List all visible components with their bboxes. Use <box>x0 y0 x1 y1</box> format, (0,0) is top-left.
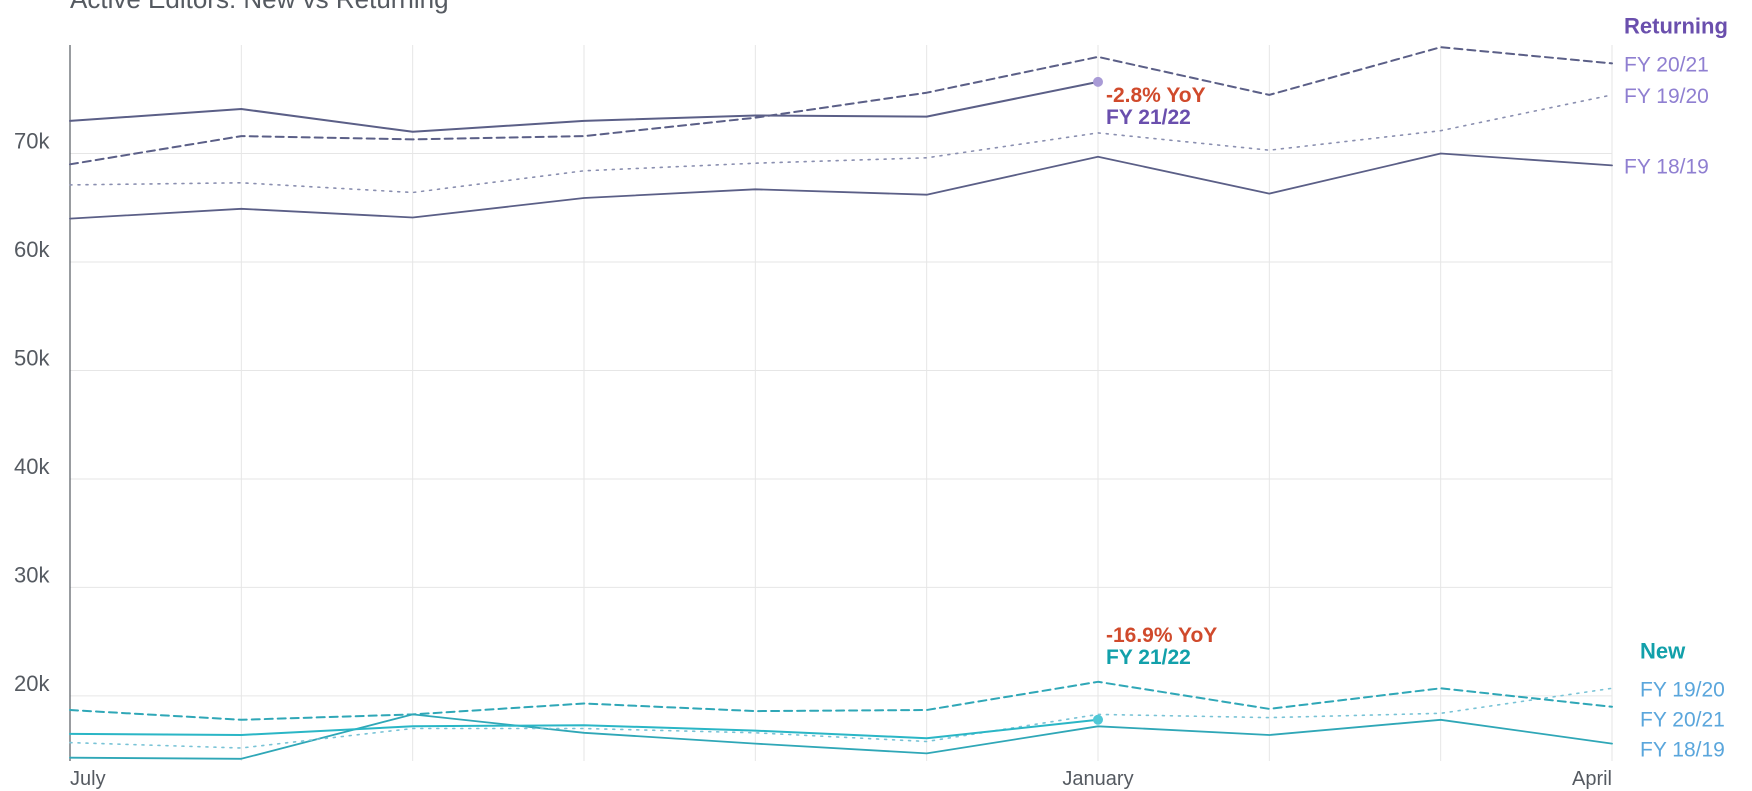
current-year-label-returning: FY 21/22 <box>1106 106 1191 129</box>
y-tick-70k: 70k <box>14 128 50 153</box>
y-tick-40k: 40k <box>14 454 50 479</box>
series-line-new-fy-20-21 <box>69 680 1613 721</box>
yoy-annotation-new: -16.9% YoY <box>1106 624 1217 647</box>
group-label-new: New <box>1640 638 1686 663</box>
series-label-returning-fy-18-19: FY 18/19 <box>1624 155 1709 178</box>
x-axis-ticks: July January April <box>70 768 1612 790</box>
series-line-new-fy-19-20 <box>69 687 1613 749</box>
y-tick-20k: 20k <box>14 671 50 696</box>
series-labels: FY 20/21 FY 19/20 FY 18/19 Returning -2.8% Y… <box>1106 13 1728 761</box>
series-label-new-fy-20-21: FY 20/21 <box>1640 708 1725 731</box>
series-line-returning-fy-18-19 <box>69 152 1613 220</box>
group-label-returning: Returning <box>1624 13 1728 38</box>
series-label-new-fy-18-19: FY 18/19 <box>1640 738 1725 761</box>
series-line-new-fy-21-22 <box>69 718 1099 740</box>
chart-title: Active Editors: New vs Returning <box>70 0 449 14</box>
yoy-annotation-returning: -2.8% YoY <box>1106 84 1206 107</box>
y-axis-ticks: 20k 30k 40k 50k 60k 70k <box>14 128 50 695</box>
series-line-returning-fy-20-21 <box>69 46 1613 166</box>
y-tick-30k: 30k <box>14 562 50 587</box>
x-tick-july: July <box>70 768 106 790</box>
y-tick-50k: 50k <box>14 345 50 370</box>
x-tick-january: January <box>1062 768 1133 790</box>
current-point-returning <box>1093 76 1103 87</box>
series-line-new-fy-18-19 <box>69 713 1613 760</box>
current-year-label-new: FY 21/22 <box>1106 646 1191 669</box>
series-lines <box>69 46 1613 760</box>
series-label-new-fy-19-20: FY 19/20 <box>1640 678 1725 701</box>
series-line-returning-fy-21-22 <box>69 80 1099 133</box>
current-point-new <box>1093 714 1103 725</box>
x-tick-april: April <box>1572 768 1612 790</box>
series-label-returning-fy-20-21: FY 20/21 <box>1624 53 1709 76</box>
y-tick-60k: 60k <box>14 237 50 262</box>
series-label-returning-fy-19-20: FY 19/20 <box>1624 85 1709 108</box>
grid <box>69 45 1613 761</box>
series-line-returning-fy-19-20 <box>69 94 1613 194</box>
